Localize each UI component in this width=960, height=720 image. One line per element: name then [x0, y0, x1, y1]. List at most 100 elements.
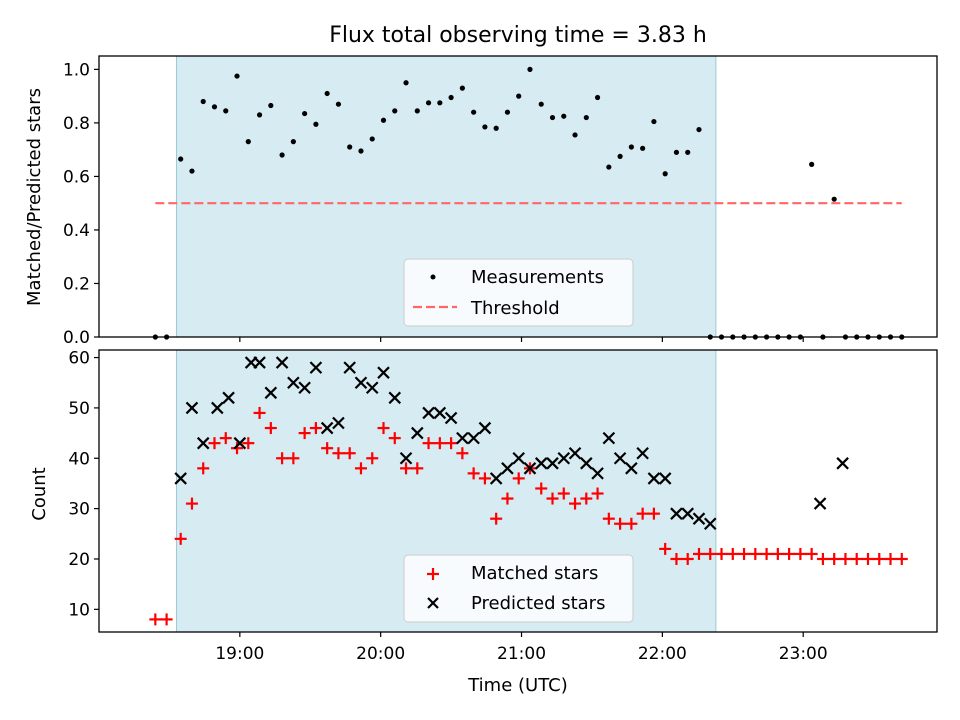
matched-star-point [388, 432, 401, 445]
y-tick-label: 0.0 [63, 328, 90, 348]
y-tick-label: 30 [68, 500, 90, 520]
matched-star-point [760, 547, 773, 560]
legend-marker-measurements [430, 274, 436, 280]
measurement-point [380, 117, 387, 123]
measurement-point [414, 108, 420, 114]
y-tick-label: 20 [68, 550, 90, 570]
y-tick-label: 10 [68, 600, 90, 620]
matched-star-point [332, 447, 345, 460]
predicted-star-point [568, 446, 582, 460]
axes-frame-top [98, 55, 938, 338]
predicted-star-point [320, 421, 334, 435]
predicted-star-point [557, 451, 571, 465]
matched-star-point [149, 613, 162, 626]
measurement-point [594, 94, 601, 101]
matched-star-point [602, 512, 615, 525]
measurement-point [685, 149, 691, 155]
predicted-star-point [377, 366, 390, 379]
legend-label-matched: Matched stars [471, 563, 598, 584]
measurement-point [640, 145, 646, 151]
predicted-star-point [185, 401, 199, 415]
measurement-point [583, 114, 589, 121]
predicted-star-point [422, 406, 435, 420]
matched-star-point [366, 452, 379, 465]
measurement-point [572, 132, 578, 138]
matched-star-point [490, 512, 503, 525]
measurement-point [673, 149, 680, 155]
measurement-point [437, 100, 443, 106]
matched-star-point [219, 432, 232, 445]
matched-star-point [197, 462, 210, 475]
measurement-point [628, 144, 634, 150]
matched-star-point [850, 552, 863, 565]
matched-star-point [828, 552, 841, 565]
predicted-star-point [658, 472, 672, 485]
matched-star-point [670, 552, 683, 565]
x-tick-label: 20:00 [356, 644, 405, 664]
legend-top: Measurements Threshold [403, 258, 634, 327]
matched-star-point [512, 472, 525, 485]
matched-star-point [185, 497, 198, 510]
matched-star-point [816, 552, 829, 565]
chart-title: Flux total observing time = 3.83 h [329, 23, 707, 48]
matched-star-point [298, 427, 311, 440]
matched-star-point [873, 552, 886, 565]
matched-star-point [343, 447, 356, 460]
predicted-star-point [591, 467, 604, 480]
matched-star-point [321, 442, 334, 455]
matched-star-point [681, 552, 694, 565]
legend-marker-predicted [427, 597, 439, 609]
predicted-star-point [222, 391, 235, 405]
predicted-star-point [670, 507, 683, 520]
y-tick-label: 1.0 [63, 60, 90, 80]
predicted-star-point [275, 356, 289, 369]
measurement-point [256, 112, 263, 118]
matched-star-point [557, 487, 570, 500]
predicted-star-point [489, 472, 503, 485]
predicted-star-point [467, 431, 480, 445]
predicted-star-point [703, 517, 717, 531]
legend-label-threshold: Threshold [470, 298, 560, 319]
measurement-point [606, 164, 612, 170]
x-tick-label: 22:00 [638, 644, 687, 664]
matched-star-point [433, 437, 446, 450]
measurement-point [178, 156, 184, 162]
measurement-point [290, 139, 296, 145]
predicted-star-point [433, 406, 447, 420]
predicted-star-point [580, 457, 593, 470]
matched-star-point [208, 437, 221, 450]
predicted-star-point [253, 356, 266, 369]
measurement-point [223, 108, 229, 114]
measurement-point [245, 139, 251, 145]
matched-star-point [174, 532, 187, 545]
measurement-point [617, 153, 623, 159]
matched-star-point [805, 547, 818, 560]
predicted-star-point [681, 507, 694, 520]
measurement-point [516, 93, 522, 99]
predicted-star-point [836, 457, 849, 470]
measurement-point [696, 126, 702, 133]
measurement-point [234, 73, 240, 79]
measurement-point [549, 114, 556, 121]
measurement-point [471, 109, 477, 115]
measurement-point [200, 98, 206, 105]
matched-star-point [478, 472, 491, 485]
y-tick-label: 40 [68, 449, 90, 469]
measurement-point [493, 125, 499, 131]
y-tick-label: 0.4 [63, 221, 90, 241]
matched-star-point [580, 492, 593, 505]
legend-box-top [403, 258, 634, 327]
matched-star-point [287, 452, 300, 465]
predicted-star-point [523, 462, 537, 475]
matched-star-point [501, 492, 514, 505]
x-tick-label: 19:00 [215, 644, 264, 664]
predicted-star-point [534, 457, 548, 470]
predicted-star-point [613, 451, 627, 465]
matched-star-point [704, 547, 717, 560]
matched-star-point [692, 547, 705, 560]
x-axis-label: Time (UTC) [467, 675, 568, 696]
measurement-point [459, 85, 465, 91]
matched-star-point [377, 422, 390, 435]
predicted-star-point [233, 436, 247, 450]
